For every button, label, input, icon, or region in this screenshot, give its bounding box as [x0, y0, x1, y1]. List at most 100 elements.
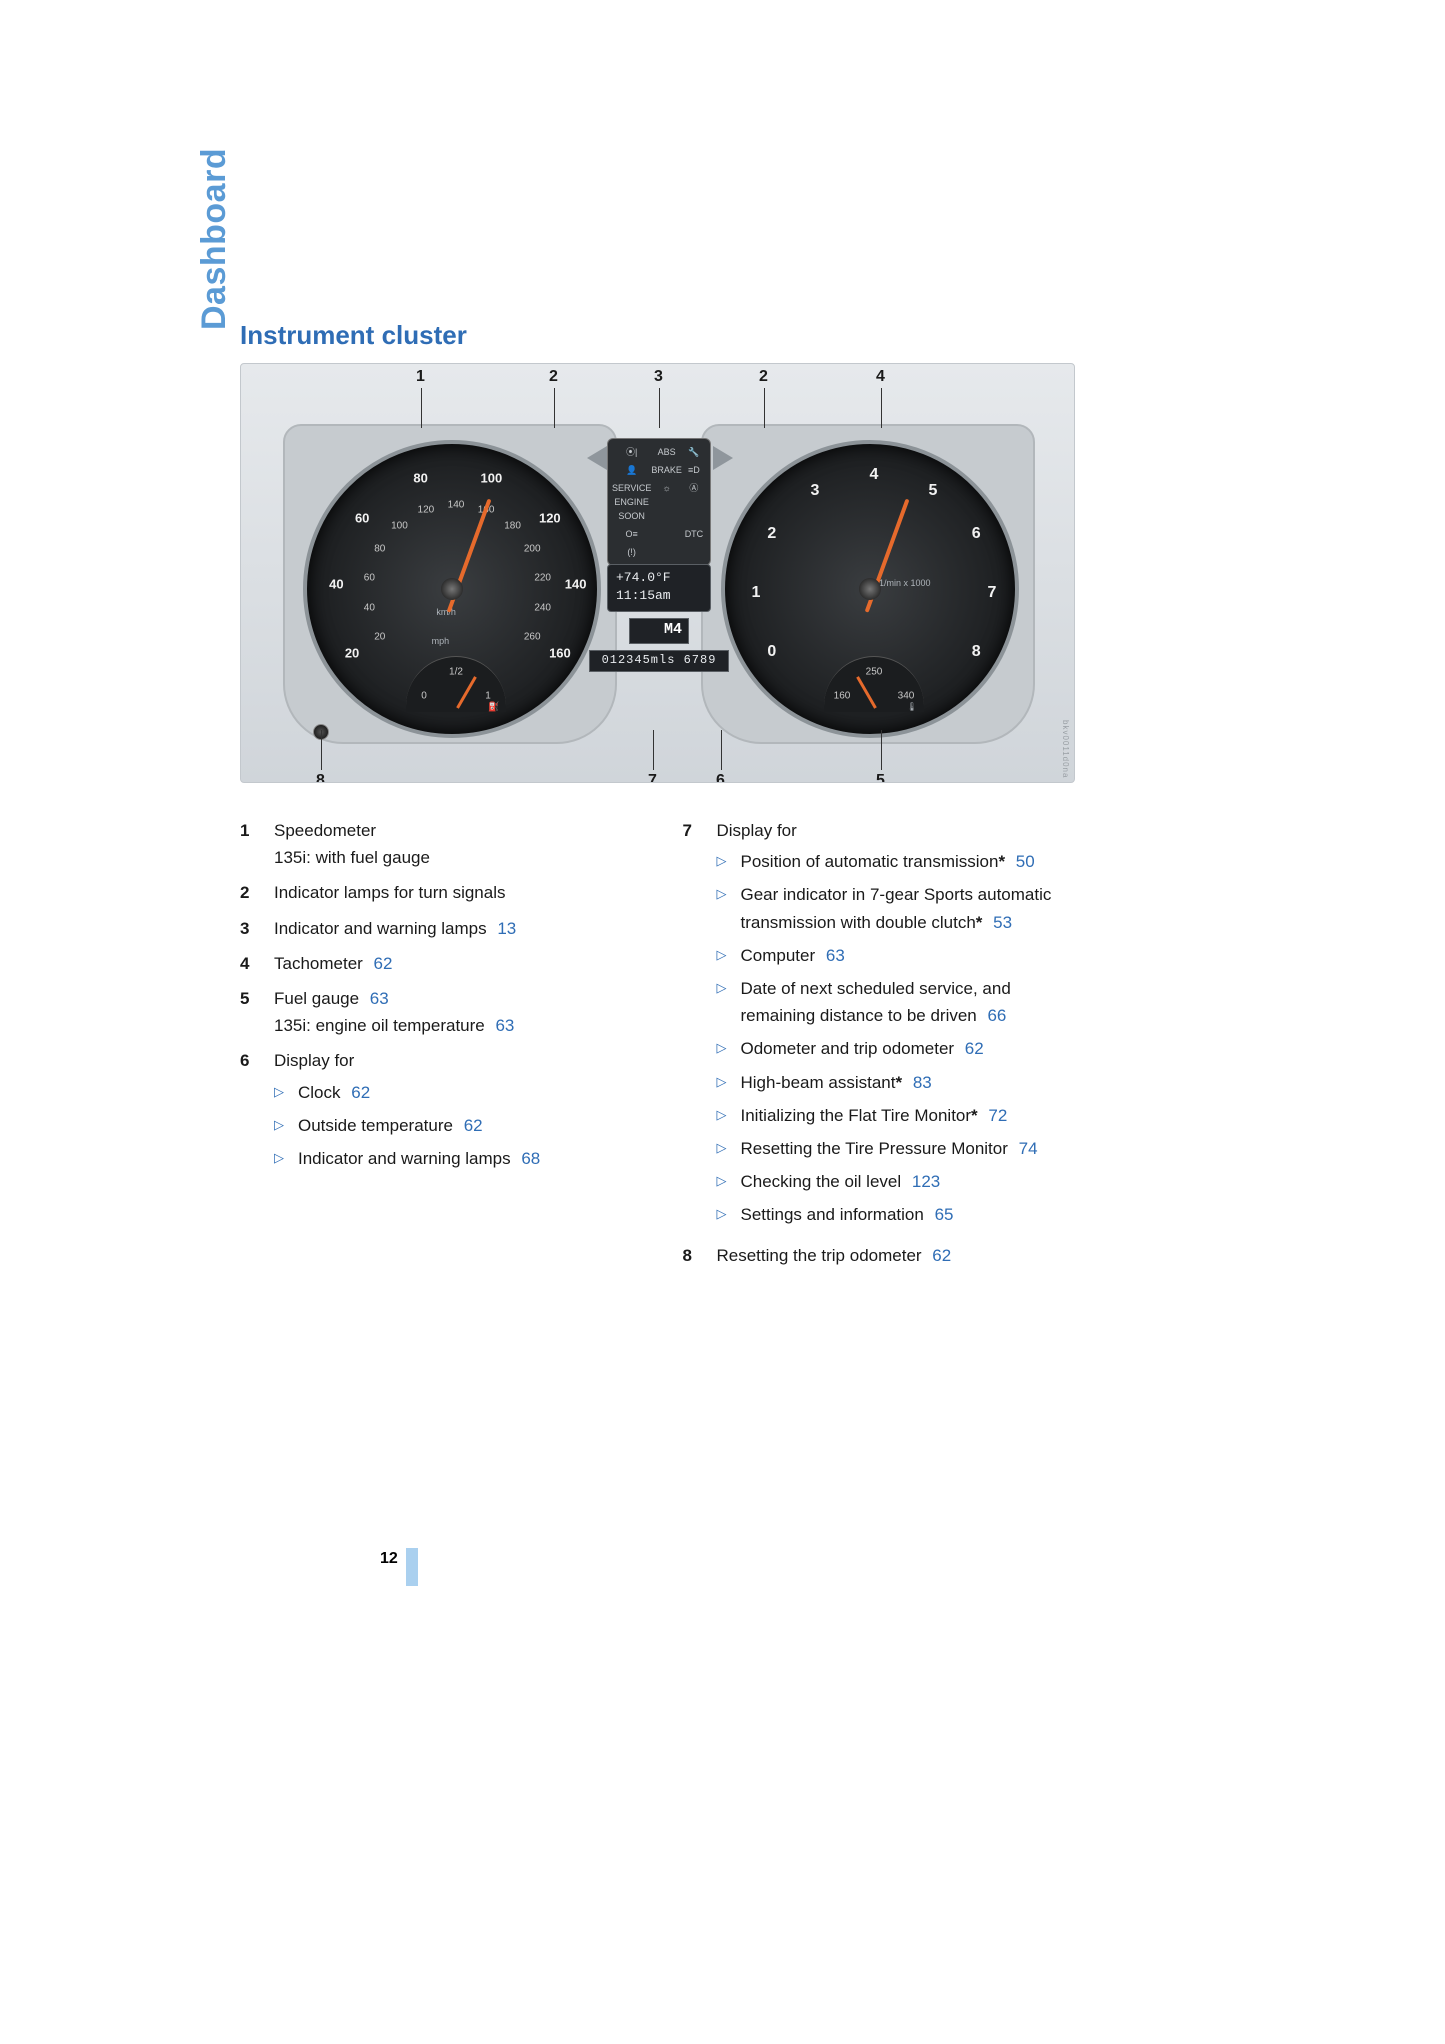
legend-subitem: ▷ Resetting the Tire Pressure Monitor 74 [717, 1135, 1076, 1162]
callout-line [881, 388, 882, 428]
legend-sublist: ▷ Position of automatic transmission* 50 ▷… [717, 848, 1076, 1228]
fuel-tick-0: 0 [421, 690, 427, 701]
page-footer: 12 [380, 1550, 418, 1586]
legend-body: Indicator and warning lamps 13 [274, 915, 633, 942]
callout-line [554, 388, 555, 428]
legend-subitem: ▷ Initializing the Flat Tire Monitor* 72 [717, 1102, 1076, 1129]
speedo-inner-tick: 40 [364, 603, 375, 614]
page-number: 12 [380, 1550, 398, 1568]
page-ref-link[interactable]: 83 [908, 1073, 932, 1092]
speedo-tick: 60 [355, 511, 369, 526]
triangle-bullet-icon: ▷ [717, 1072, 731, 1096]
legend-text: Speedometer [274, 817, 633, 844]
speedometer-housing: 2040608010012014016020406080100120140160… [283, 424, 617, 744]
legend-subitem-text: Clock 62 [298, 1079, 370, 1106]
legend-item: 6Display for▷Clock 62▷Outside temperatur… [240, 1047, 633, 1178]
warning-lamp-panel: ⦿|ABS🔧👤BRAKE≡DSERVICE ENGINE SOON☼ⒶO≡DTC… [607, 438, 711, 566]
sidebar-section-label: Dashboard [195, 148, 234, 330]
triangle-bullet-icon: ▷ [717, 1138, 731, 1162]
tachometer-hub [859, 578, 881, 600]
legend-subitem-text: Computer 63 [741, 942, 845, 969]
legend-body: Resetting the trip odometer 62 [717, 1242, 1076, 1269]
instrument-cluster-diagram: 2040608010012014016020406080100120140160… [240, 363, 1075, 783]
triangle-bullet-icon: ▷ [717, 945, 731, 969]
callout-line [421, 388, 422, 428]
legend-columns: 1Speedometer135i: with fuel gauge2Indica… [240, 817, 1075, 1278]
image-credit: bkv0011d0na [1061, 720, 1070, 778]
page-heading: Instrument cluster [240, 320, 1265, 351]
speedo-inner-tick: 180 [504, 520, 521, 531]
legend-body: Display for ▷ Clock 62 ▷Outside temperature… [274, 1047, 633, 1178]
legend-text: Display for [717, 817, 1076, 844]
temp-icon: 🌡 [906, 701, 917, 712]
tach-tick: 5 [929, 482, 938, 500]
legend-subitem-text: Resetting the Tire Pressure Monitor 74 [741, 1135, 1038, 1162]
legend-item: 3 Indicator and warning lamps 13 [240, 915, 633, 942]
fuel-subgauge: 0 1/2 1 ⛽ [406, 656, 506, 712]
gear-indicator: M4 [629, 618, 689, 644]
fuel-needle [456, 676, 477, 709]
footnote-star: * [998, 852, 1005, 871]
speedo-tick: 160 [549, 646, 571, 661]
page-ref-link[interactable]: 13 [493, 919, 517, 938]
page-ref-link[interactable]: 63 [491, 1016, 515, 1035]
legend-text: Indicator lamps for turn signals [274, 879, 633, 906]
legend-subitem: ▷Date of next scheduled service, and rem… [717, 975, 1076, 1029]
page-ref-link[interactable]: 74 [1014, 1139, 1038, 1158]
warning-lamp-icon: ☼ [651, 481, 682, 523]
footer-accent-bar [406, 1548, 418, 1586]
callout-1: 1 [416, 368, 425, 386]
page-ref-link[interactable]: 62 [459, 1116, 483, 1135]
legend-subitem-text: Initializing the Flat Tire Monitor* 72 [741, 1102, 1008, 1129]
callout-4: 4 [876, 368, 885, 386]
legend-number: 3 [240, 915, 258, 942]
speedo-inner-tick: 200 [524, 544, 541, 555]
legend-item: 5Fuel gauge 63135i: engine oil temperatu… [240, 985, 633, 1039]
page-ref-link[interactable]: 62 [960, 1039, 984, 1058]
temp-tick-1: 250 [866, 667, 883, 678]
info-time: 11:15am [616, 587, 702, 605]
legend-subitem-text: Date of next scheduled service, and rema… [741, 975, 1076, 1029]
page-ref-link[interactable]: 65 [930, 1205, 954, 1224]
page-ref-link[interactable]: 53 [988, 913, 1012, 932]
page-ref-link[interactable]: 63 [821, 946, 845, 965]
page-ref-link[interactable]: 50 [1011, 852, 1035, 871]
speedo-unit-kmh: km/h [436, 607, 456, 617]
tach-tick: 4 [870, 466, 879, 484]
page-ref-link[interactable]: 62 [369, 954, 393, 973]
page-ref-link[interactable]: 68 [517, 1149, 541, 1168]
footnote-star: * [976, 913, 983, 932]
page-ref-link[interactable]: 62 [928, 1246, 952, 1265]
callout-5: 5 [876, 772, 885, 783]
triangle-bullet-icon: ▷ [717, 1105, 731, 1129]
page: Dashboard Instrument cluster 20406080100… [0, 0, 1445, 1278]
legend-text: Display for [274, 1047, 633, 1074]
page-ref-link[interactable]: 63 [365, 989, 389, 1008]
legend-column-left: 1Speedometer135i: with fuel gauge2Indica… [240, 817, 633, 1278]
triangle-bullet-icon: ▷ [717, 1171, 731, 1195]
legend-subitem: ▷Odometer and trip odometer 62 [717, 1035, 1076, 1062]
fuel-tick-1: 1 [485, 690, 491, 701]
page-ref-link[interactable]: 62 [347, 1083, 371, 1102]
legend-number: 7 [683, 817, 701, 1234]
callout-line [653, 730, 654, 770]
legend-number: 4 [240, 950, 258, 977]
legend-subitem-text: Gear indicator in 7-gear Sports automati… [741, 881, 1076, 935]
tach-tick: 0 [767, 643, 776, 661]
legend-subitem-text: Indicator and warning lamps 68 [298, 1145, 540, 1172]
triangle-bullet-icon: ▷ [274, 1082, 288, 1106]
page-ref-link[interactable]: 123 [907, 1172, 940, 1191]
page-ref-link[interactable]: 72 [984, 1106, 1008, 1125]
legend-item: 8Resetting the trip odometer 62 [683, 1242, 1076, 1269]
legend-subitem: ▷Outside temperature 62 [274, 1112, 633, 1139]
tach-tick: 3 [811, 482, 820, 500]
page-ref-link[interactable]: 66 [983, 1006, 1007, 1025]
fuel-icon: ⛽ [488, 701, 499, 712]
speedo-inner-tick: 240 [534, 603, 551, 614]
legend-subitem-text: Position of automatic transmission* 50 [741, 848, 1035, 875]
warning-lamp-icon: Ⓐ [682, 481, 706, 523]
speedo-inner-tick: 140 [448, 500, 465, 511]
tach-tick: 7 [988, 584, 997, 602]
speedo-inner-tick: 60 [364, 572, 375, 583]
callout-2: 2 [759, 368, 768, 386]
